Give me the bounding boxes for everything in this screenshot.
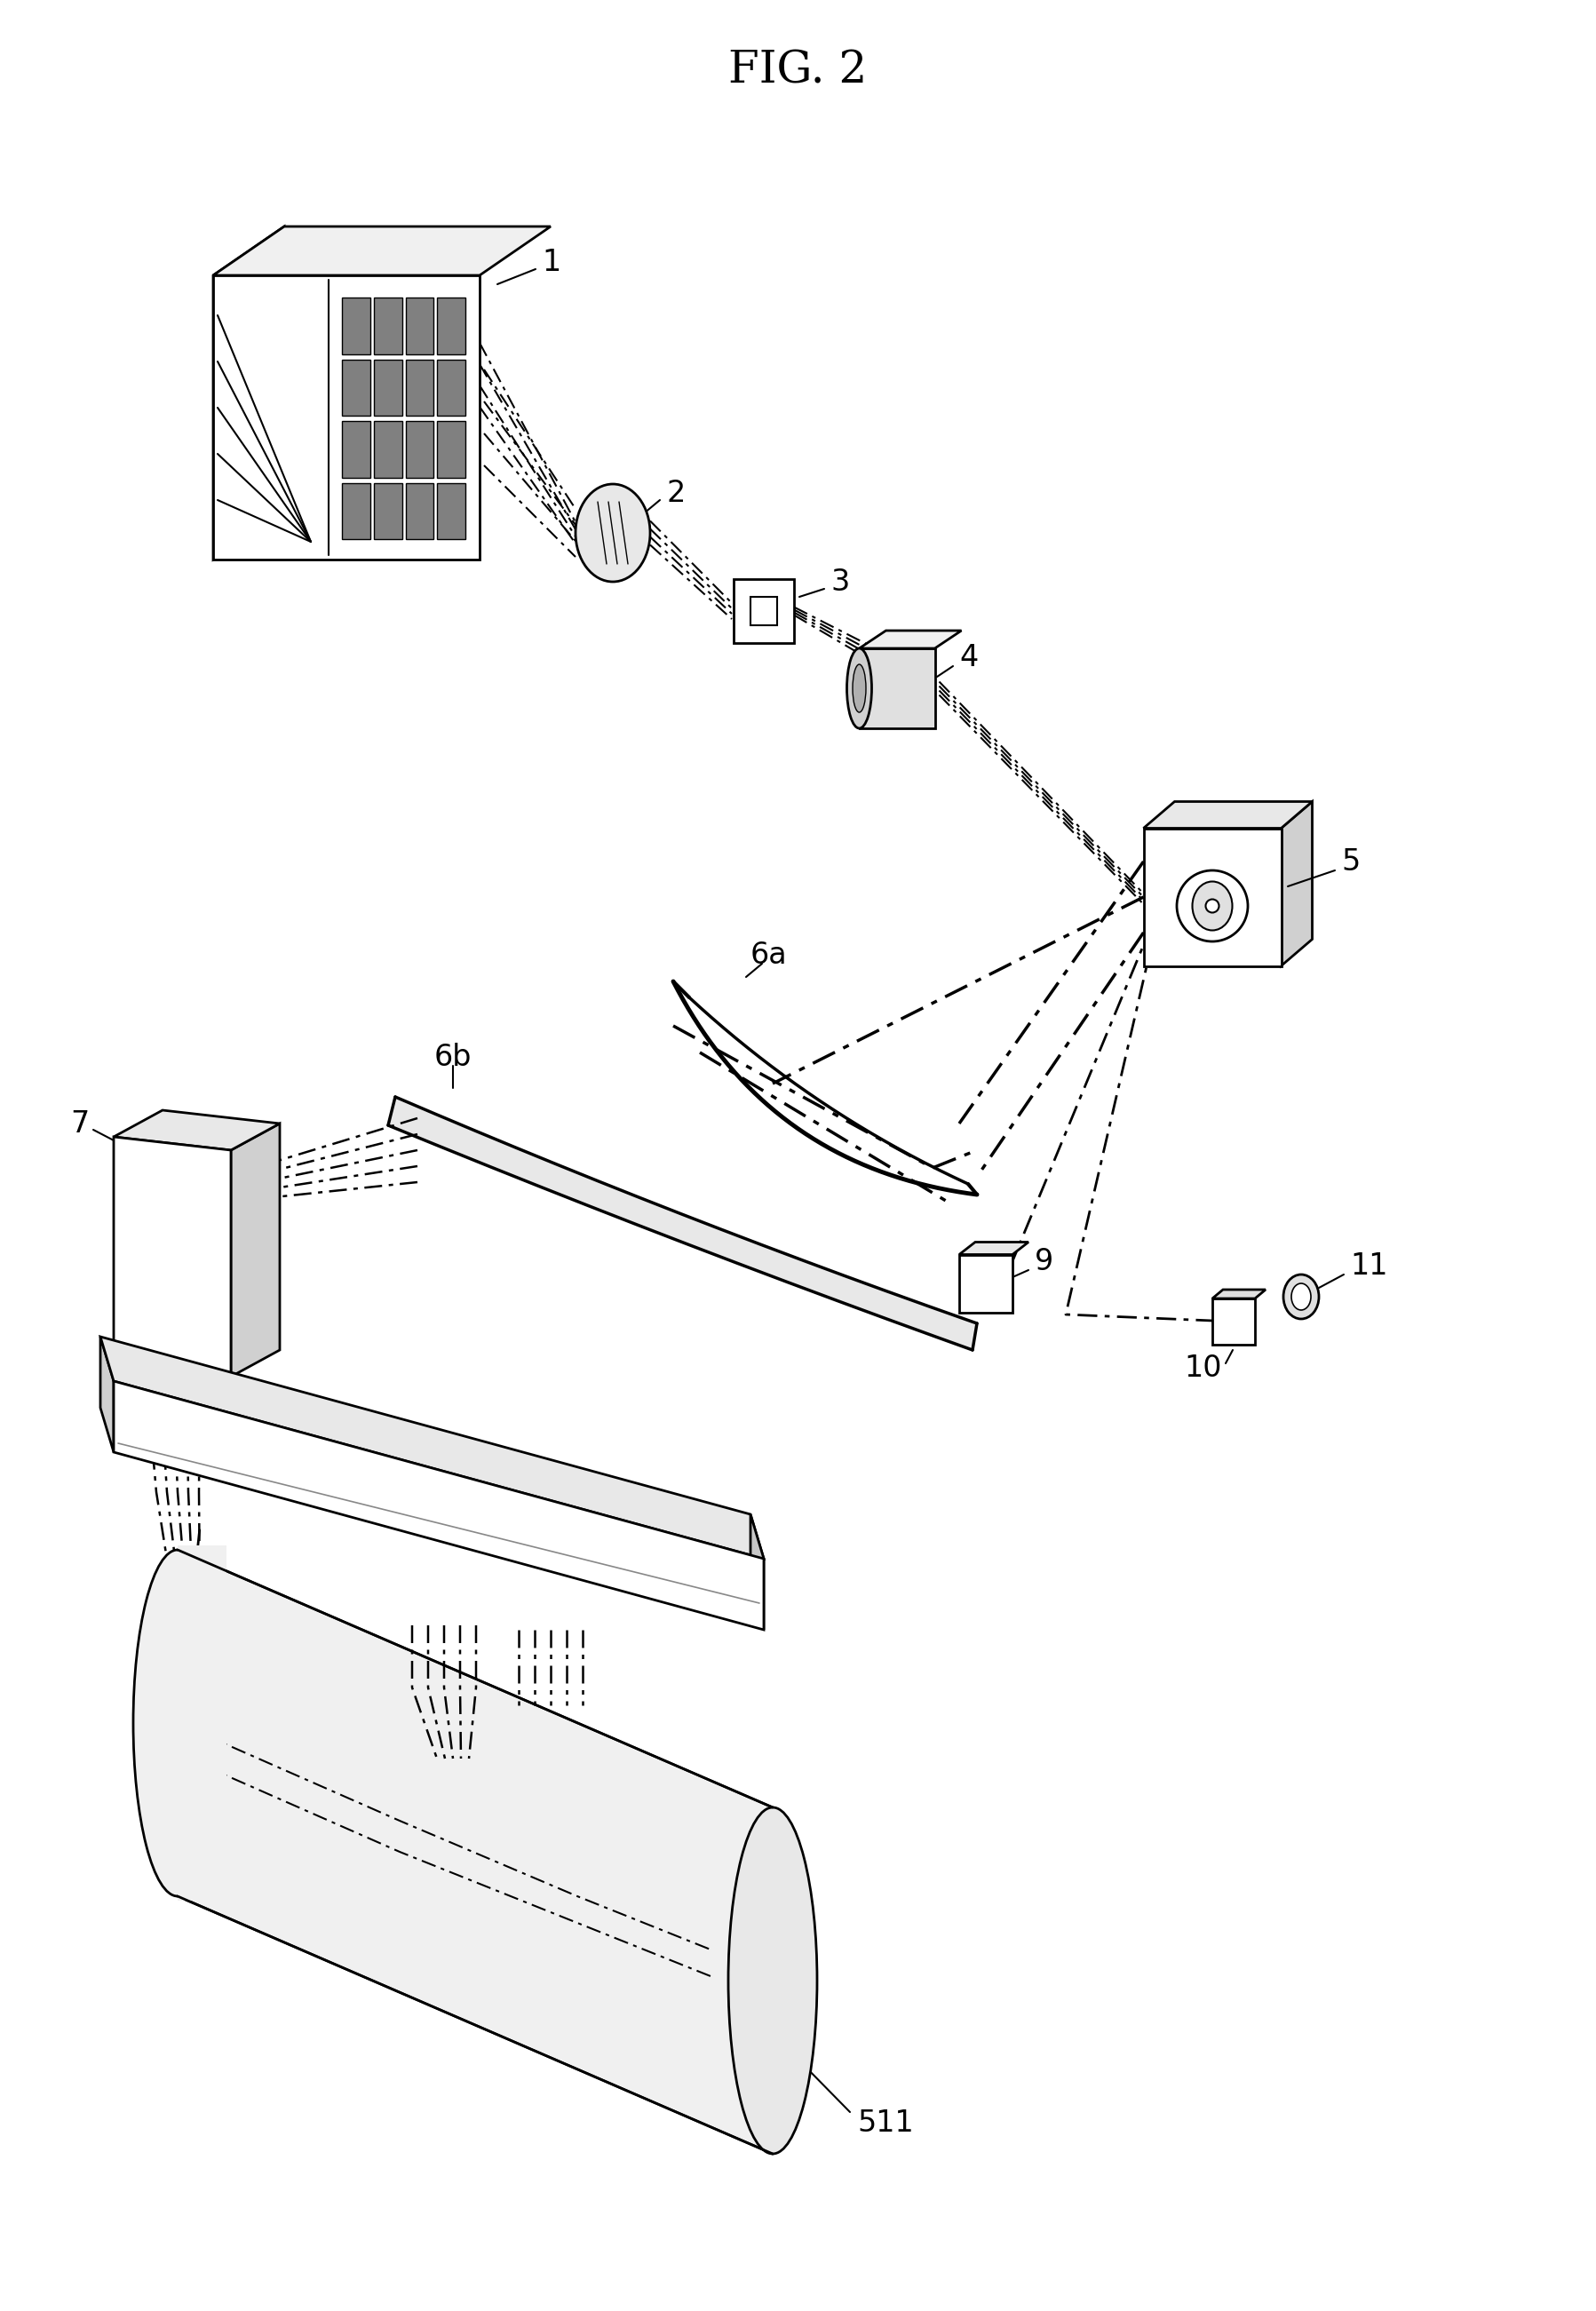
Ellipse shape [1205, 899, 1219, 913]
Text: 4: 4 [959, 642, 978, 673]
Polygon shape [859, 649, 935, 728]
Ellipse shape [576, 483, 650, 582]
Polygon shape [1143, 802, 1312, 827]
Polygon shape [113, 1109, 279, 1151]
Text: 11: 11 [1350, 1250, 1389, 1280]
Text: FIG. 2: FIG. 2 [728, 49, 867, 92]
Text: 9: 9 [1034, 1246, 1053, 1276]
Polygon shape [101, 1336, 113, 1451]
Polygon shape [1213, 1290, 1266, 1299]
Polygon shape [373, 298, 402, 354]
Polygon shape [437, 421, 466, 478]
Text: 511: 511 [857, 2108, 913, 2138]
Polygon shape [231, 1123, 279, 1377]
Text: 6b: 6b [434, 1042, 472, 1072]
Polygon shape [373, 483, 402, 538]
Text: 10: 10 [1184, 1354, 1223, 1382]
Polygon shape [342, 298, 370, 354]
Polygon shape [734, 580, 793, 642]
Polygon shape [405, 421, 434, 478]
Ellipse shape [132, 1551, 222, 1897]
Polygon shape [214, 275, 480, 559]
Polygon shape [1282, 802, 1312, 966]
Polygon shape [342, 421, 370, 478]
Text: 6a: 6a [750, 941, 787, 968]
Polygon shape [342, 483, 370, 538]
Polygon shape [959, 1255, 1012, 1313]
Polygon shape [113, 1137, 231, 1377]
Polygon shape [342, 358, 370, 416]
Polygon shape [177, 1546, 227, 1900]
Polygon shape [859, 631, 961, 649]
Text: 5: 5 [1341, 846, 1360, 876]
Text: 3: 3 [830, 566, 849, 596]
Polygon shape [214, 226, 284, 559]
Polygon shape [101, 1336, 764, 1558]
Polygon shape [214, 226, 551, 275]
Polygon shape [405, 483, 434, 538]
Polygon shape [388, 1098, 977, 1350]
Ellipse shape [1176, 871, 1248, 941]
Polygon shape [437, 358, 466, 416]
Polygon shape [405, 358, 434, 416]
Ellipse shape [852, 663, 867, 712]
Polygon shape [177, 1551, 772, 2154]
Polygon shape [405, 298, 434, 354]
Polygon shape [373, 421, 402, 478]
Polygon shape [750, 596, 777, 626]
Ellipse shape [1192, 880, 1232, 931]
Polygon shape [1213, 1299, 1254, 1345]
Polygon shape [1143, 827, 1282, 966]
Ellipse shape [1291, 1283, 1310, 1310]
Polygon shape [437, 298, 466, 354]
Polygon shape [437, 483, 466, 538]
Polygon shape [113, 1382, 764, 1629]
Text: 7: 7 [70, 1109, 89, 1139]
Text: 2: 2 [666, 478, 685, 508]
Ellipse shape [1283, 1273, 1318, 1320]
Ellipse shape [847, 649, 871, 728]
Ellipse shape [728, 1807, 817, 2154]
Polygon shape [750, 1514, 764, 1629]
Text: 1: 1 [541, 247, 560, 277]
Polygon shape [959, 1241, 1028, 1255]
Polygon shape [373, 358, 402, 416]
